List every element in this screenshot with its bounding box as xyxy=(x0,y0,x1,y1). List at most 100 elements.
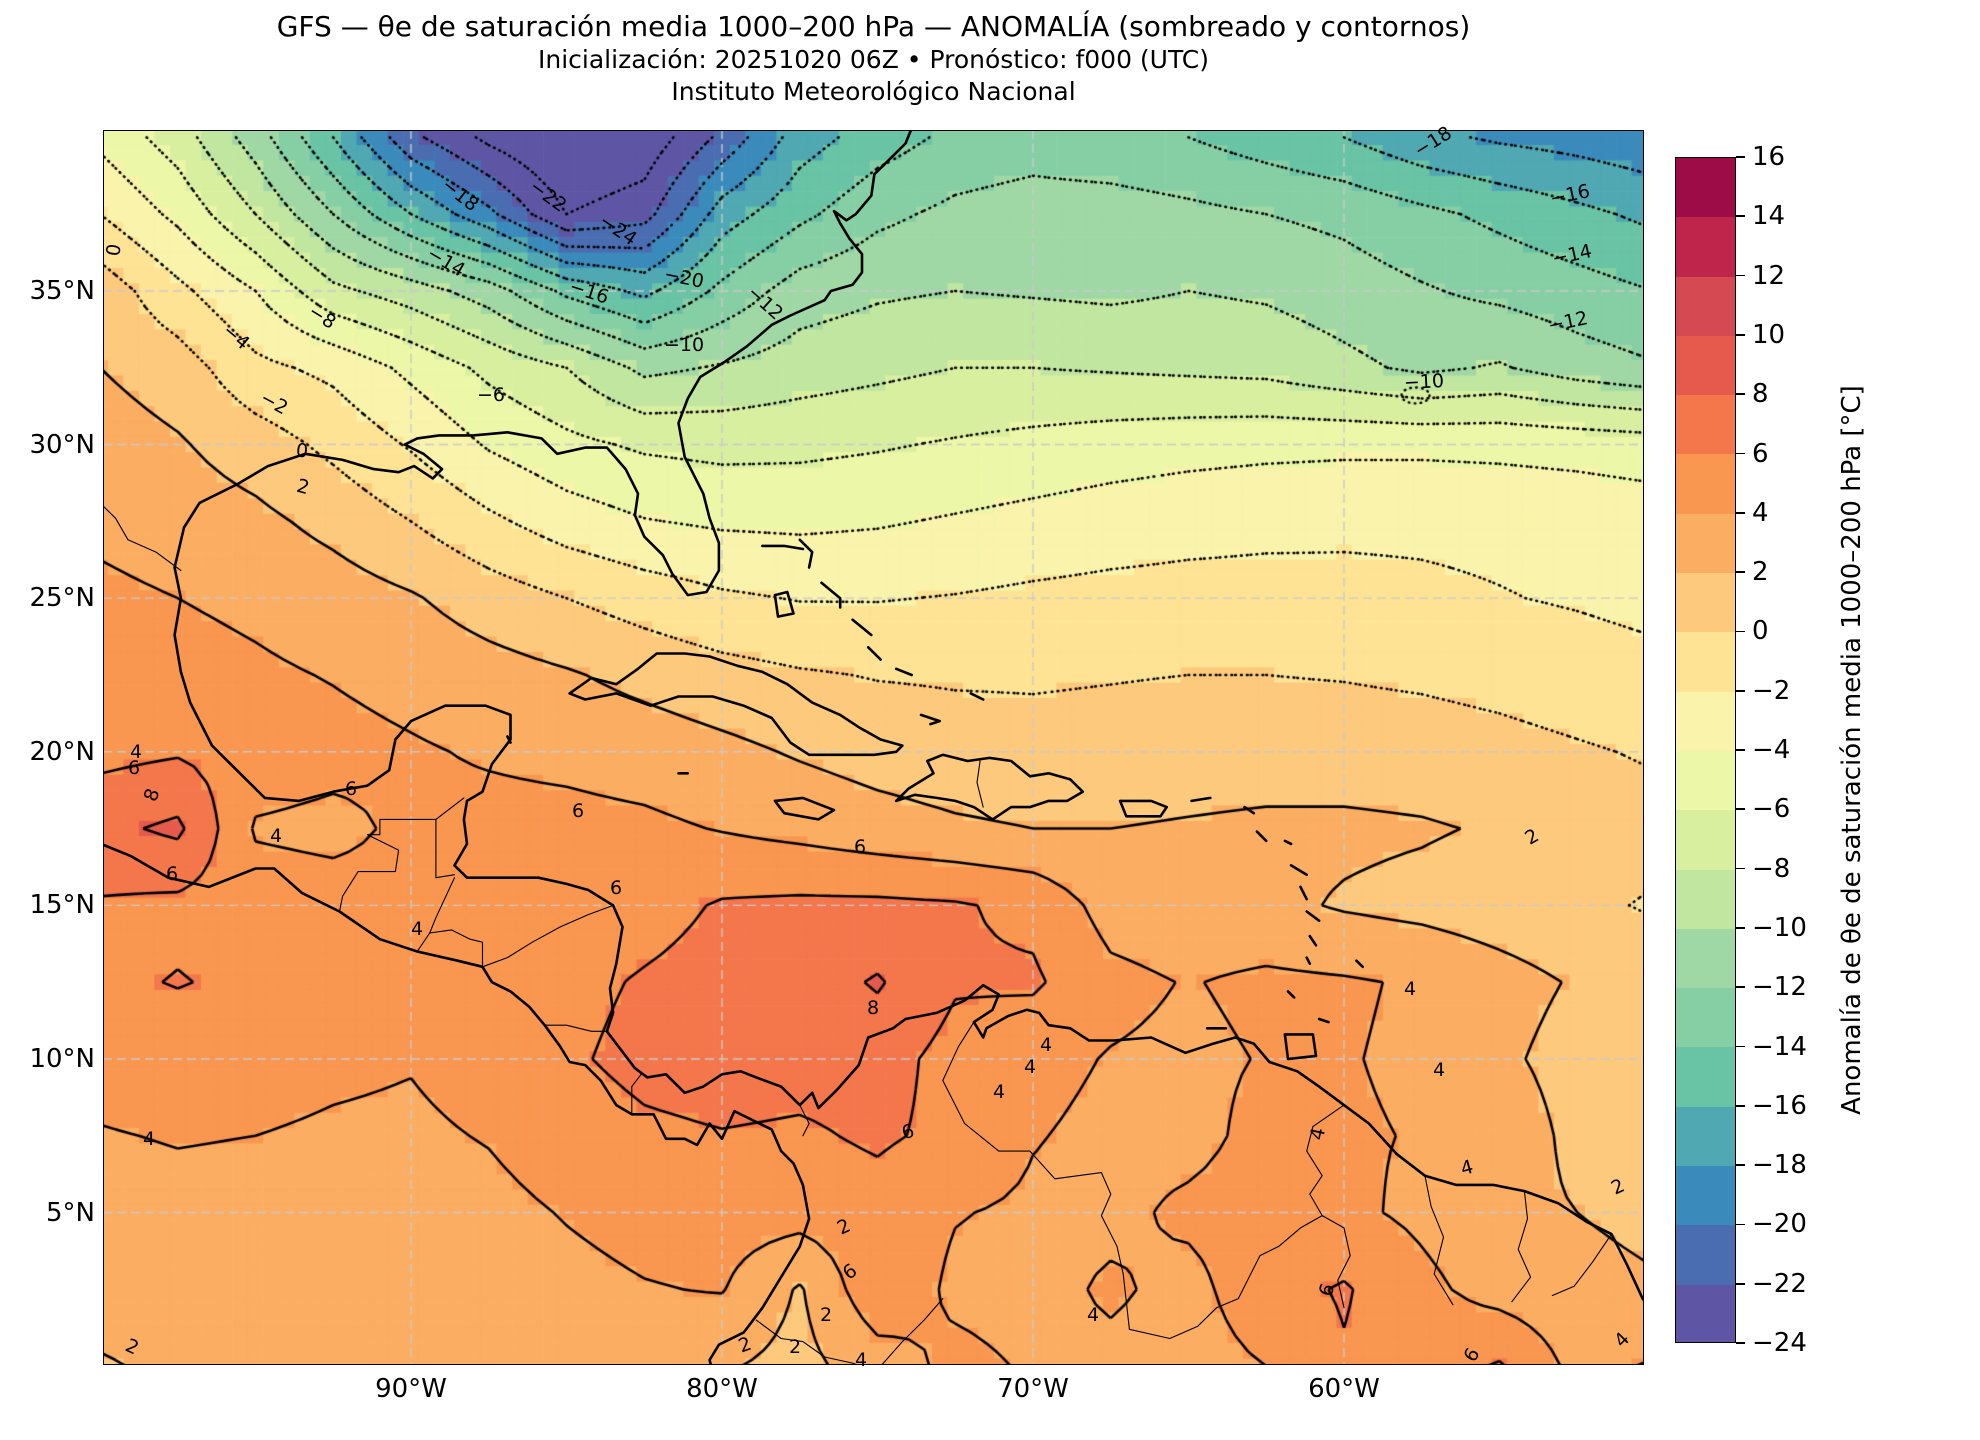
colorbar-tick-label: −24 xyxy=(1752,1328,1807,1358)
coastline-path xyxy=(1317,1017,1330,1024)
coastline-path xyxy=(1283,839,1293,846)
coastline-path xyxy=(851,618,873,637)
coastline-path xyxy=(1190,796,1212,803)
colorbar-segment xyxy=(1676,928,1735,989)
lon-tick-label: 90°W xyxy=(375,1374,447,1404)
chart-subtitle-init-forecast: Inicialización: 20251020 06Z • Pronóstic… xyxy=(538,45,1209,74)
border-path xyxy=(429,877,456,934)
colorbar-segment xyxy=(1676,158,1735,218)
coastline-path xyxy=(1299,885,1308,901)
colorbar-segment xyxy=(1676,395,1735,455)
colorbar-tick xyxy=(1736,156,1745,158)
colorbar-tick xyxy=(1736,630,1745,633)
colorbar-tick-label: −18 xyxy=(1752,1150,1807,1181)
colorbar-tick-label: −22 xyxy=(1752,1268,1807,1299)
colorbar-tick xyxy=(1736,274,1745,277)
title-block: GFS — θe de saturación media 1000–200 hP… xyxy=(103,10,1644,108)
colorbar-segment xyxy=(1676,691,1735,751)
chart-title: GFS — θe de saturación media 1000–200 hP… xyxy=(276,10,1471,43)
colorbar-tick xyxy=(1736,1223,1745,1226)
lat-tick-label: 20°N xyxy=(29,736,95,767)
colorbar-tick-label: 2 xyxy=(1752,557,1769,588)
colorbar-tick-label: −10 xyxy=(1752,912,1807,943)
colorbar-segment xyxy=(1676,750,1735,811)
border-path xyxy=(631,1073,642,1115)
colorbar-tick xyxy=(1736,749,1745,751)
coastline-path xyxy=(1355,959,1364,969)
colorbar-tick-label: 6 xyxy=(1752,438,1769,469)
coastline-path xyxy=(173,566,1644,1303)
colorbar xyxy=(1675,157,1736,1343)
coastline-path xyxy=(103,843,811,1365)
contour-label: 4 xyxy=(992,1081,1006,1103)
colorbar-segment xyxy=(1676,454,1735,514)
lon-tick-label: 80°W xyxy=(686,1374,758,1404)
contour-label: 4 xyxy=(1086,1304,1100,1326)
contour-label: 2 xyxy=(819,1304,833,1326)
colorbar-segment xyxy=(1676,573,1735,633)
map-plot-area: 0 −18 −22 −24 −14 −20 −16 −12 −8 −4 −10 −6 −2 0 −18 −16… xyxy=(102,122,1644,1371)
border-path xyxy=(799,1104,810,1137)
colorbar-tick-label: 14 xyxy=(1752,201,1786,232)
contour-label: 4 xyxy=(1403,978,1417,1000)
colorbar-tick xyxy=(1736,1104,1745,1107)
border-path xyxy=(338,818,437,913)
contour-label: 4 xyxy=(269,825,283,847)
border-path xyxy=(755,1319,859,1365)
coastline-path xyxy=(969,692,985,701)
border-path xyxy=(880,1298,944,1365)
border-path xyxy=(481,904,614,968)
contour-label: 6 xyxy=(127,757,141,779)
coastline-path xyxy=(894,753,1085,821)
colorbar-axis-label: Anomalía de θe de saturación media 1000–… xyxy=(1837,385,1867,1115)
colorbar-tick xyxy=(1736,1164,1745,1166)
colorbar-tick xyxy=(1736,689,1745,692)
contour-label: 4 xyxy=(1432,1059,1446,1081)
colorbar-tick-label: −2 xyxy=(1752,675,1791,706)
coastline-path xyxy=(506,735,512,744)
colorbar-tick-label: −20 xyxy=(1752,1209,1807,1240)
colorbar-tick-label: 4 xyxy=(1752,497,1769,528)
contour-label: 6 xyxy=(165,863,179,885)
coastline-path xyxy=(1243,805,1256,815)
colorbar-segment xyxy=(1676,988,1735,1048)
colorbar-tick-label: −8 xyxy=(1752,853,1791,884)
lat-tick-label: 15°N xyxy=(29,890,95,921)
colorbar-segment xyxy=(1676,217,1735,277)
coastline-path xyxy=(761,544,805,551)
border-path xyxy=(103,505,182,572)
colorbar-tick xyxy=(1736,215,1745,218)
contour-label: 6 xyxy=(609,877,623,899)
colorbar-tick xyxy=(1736,571,1745,573)
coastline-path xyxy=(1289,864,1308,876)
contour-label: 4 xyxy=(854,1349,868,1371)
colorbar-tick-label: 10 xyxy=(1752,319,1786,350)
colorbar-tick xyxy=(1736,1282,1745,1285)
colorbar-segment xyxy=(1676,1225,1735,1285)
colorbar-segment xyxy=(1676,1166,1735,1226)
coastline-path xyxy=(1308,934,1318,947)
lat-tick-label: 25°N xyxy=(29,583,95,614)
colorbar-segment xyxy=(1676,1106,1735,1167)
colorbar-tick-label: −16 xyxy=(1752,1090,1807,1121)
lat-tick-label: 10°N xyxy=(29,1043,95,1074)
border-path xyxy=(1551,1233,1613,1297)
colorbar-tick-label: 16 xyxy=(1752,142,1786,172)
border-path xyxy=(435,797,465,879)
lat-tick-label: 5°N xyxy=(46,1197,95,1228)
contour-label: 6 xyxy=(571,800,585,822)
contour-label: 6 xyxy=(344,778,358,800)
colorbar-tick xyxy=(1736,927,1745,929)
contour-label: 4 xyxy=(410,918,424,940)
lat-tick-label: 30°N xyxy=(29,429,95,460)
colorbar-tick-label: −12 xyxy=(1752,972,1807,1003)
colorbar-tick xyxy=(1736,334,1745,336)
contour-label: 4 xyxy=(142,1128,156,1150)
coastline-path xyxy=(820,581,842,609)
coastline-path xyxy=(919,713,941,726)
lat-tick-label: 35°N xyxy=(29,275,95,306)
contour-label: 4 xyxy=(1023,1056,1037,1078)
colorbar-tick xyxy=(1736,986,1745,989)
border-path xyxy=(942,1021,1130,1330)
